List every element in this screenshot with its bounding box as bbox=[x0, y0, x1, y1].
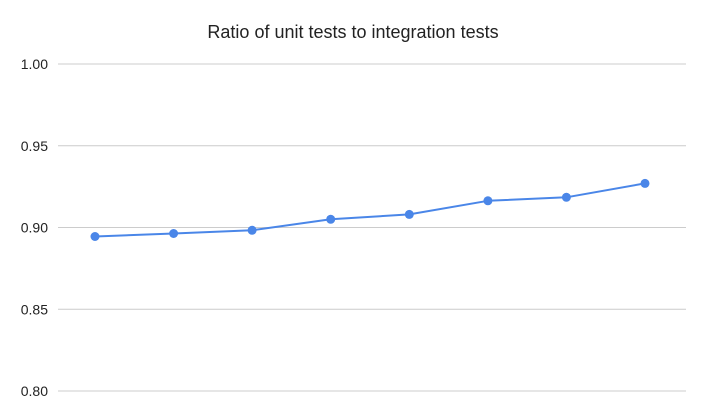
gridlines bbox=[58, 63, 686, 392]
data-point-0[interactable] bbox=[90, 232, 100, 241]
y-axis-tick-labels: 0.80 0.85 0.90 0.95 1.00 bbox=[21, 56, 48, 399]
y-tick-label: 0.95 bbox=[21, 138, 48, 154]
data-point-4[interactable] bbox=[404, 209, 414, 219]
series-layer bbox=[90, 178, 650, 241]
data-point-1[interactable] bbox=[169, 229, 179, 238]
data-point-7[interactable] bbox=[640, 178, 650, 188]
data-point-6[interactable] bbox=[561, 192, 571, 202]
data-point-5[interactable] bbox=[483, 196, 493, 206]
y-tick-label: 0.85 bbox=[21, 301, 48, 317]
y-tick-label: 1.00 bbox=[21, 56, 48, 72]
chart-title: Ratio of unit tests to integration tests bbox=[207, 22, 498, 42]
series-line-0 bbox=[94, 182, 646, 238]
data-point-2[interactable] bbox=[247, 225, 257, 235]
y-tick-label: 0.90 bbox=[21, 220, 48, 236]
data-point-3[interactable] bbox=[326, 214, 336, 224]
y-tick-label: 0.80 bbox=[21, 383, 48, 399]
